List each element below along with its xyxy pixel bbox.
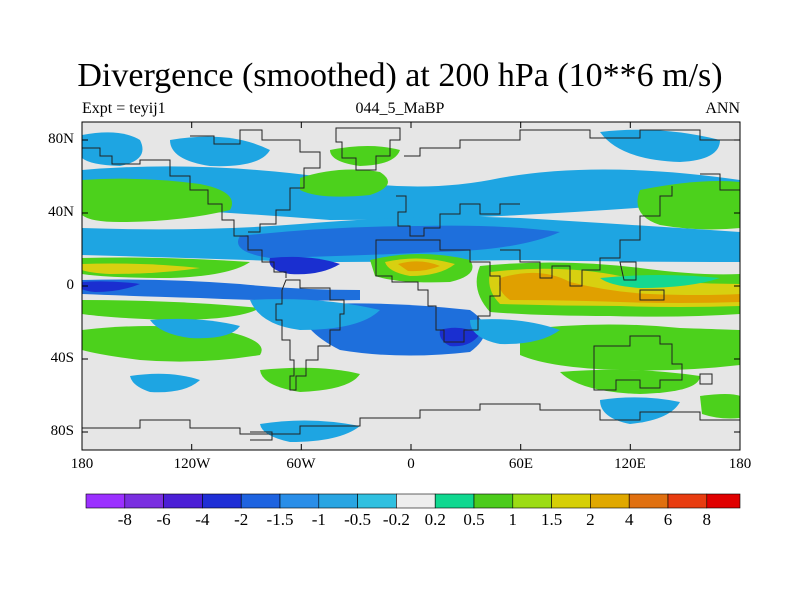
case-label: 044_5_MaBP [355,100,445,117]
colorbar-box [318,493,358,509]
field-blue-antarctic-3 [130,373,200,393]
y-label-40s: 40S [50,350,74,366]
colorbar-label: 0.5 [463,510,485,529]
y-ticks [82,139,740,433]
coast-europe [396,195,520,237]
colorbar-label: 1 [508,510,518,529]
coast-new-zealand [699,373,713,385]
colorbar-box [124,493,164,509]
field-green-south-atlantic [260,367,360,392]
x-ticks [81,122,741,450]
colorbar-box [590,493,630,509]
colorbar-label: 8 [702,510,712,529]
field-green-arctic [330,146,400,166]
experiment-label: Expt = teyij1 [82,100,166,117]
coast-north-america-north [190,129,321,233]
x-label-120w: 120W [173,456,211,472]
colorbar-label: -1.5 [266,510,294,529]
colorbar-box [396,493,436,509]
colorbar-box [706,493,741,509]
colorbar-label: -0.5 [344,510,372,529]
colorbar-label: -6 [156,510,171,529]
colorbar-label: -8 [117,510,132,529]
colorbar-label: 4 [624,510,634,529]
field-orange-africa [398,261,440,272]
coast-eurasia [404,129,740,157]
x-label-180e: 180 [728,456,752,472]
coast-africa [375,239,501,343]
y-label-40n: 40N [48,204,74,220]
coast-southeast-asia [619,261,665,301]
field-green-north-east [637,181,740,230]
season-label: ANN [705,100,740,117]
colorbar-label: -0.2 [382,510,410,529]
colorbar-box [163,493,203,509]
colorbar-label: 2 [586,510,595,529]
field-darkblue-pacific [269,256,340,275]
colorbar-box [202,493,242,509]
field-blue-south-pacific [150,318,240,339]
colorbar-box [628,493,669,509]
colorbar-box [85,493,126,509]
coast-arabia-india [500,186,673,287]
colorbar-box [551,493,591,509]
x-label-60w: 60W [286,456,316,472]
colorbar-box [357,493,397,509]
coast-australia [593,335,683,391]
colorbar-label: 6 [663,510,673,529]
field-darkblue-eq [82,281,140,292]
coast-antarctica-peninsula [250,431,273,441]
coast-alaska [700,173,740,191]
field-blue-eq [82,279,360,301]
coast-greenland [335,127,401,171]
colorbar-box [240,493,281,509]
field-green-south-indian [520,324,740,371]
field-teal-indian [600,275,720,288]
field-yellow-eq-north [82,263,200,274]
coastlines [82,127,740,441]
colorbar [85,493,741,509]
y-label-80n: 80N [48,131,74,147]
field-medblue-midlat [238,225,560,258]
field-green-south-east [560,369,700,394]
y-label-0: 0 [66,277,75,293]
coast-antarctica [82,403,740,435]
x-label-60e: 60E [508,456,534,472]
colorbar-box [512,493,552,509]
colorbar-label: -4 [195,510,210,529]
colorbar-label: -1 [311,510,326,529]
colorbar-label: 0.2 [424,510,446,529]
field-green-north-mid [300,169,388,197]
field-blue-arctic [82,132,143,166]
plot-title: Divergence (smoothed) at 200 hPa (10**6 … [77,57,723,94]
colorbar-label: 1.5 [540,510,563,529]
field-blue-north [82,166,740,220]
coast-south-america [275,279,345,391]
field-green-eq-south [82,300,260,320]
coast-north-america [82,147,287,278]
field-blue-antarctic [600,397,680,424]
field-green-antarctic [700,394,740,419]
y-label-80s: 80S [50,423,74,439]
field-blue-arctic-2 [170,136,270,167]
field-blue-south-indian [470,319,560,345]
x-label-0: 0 [407,456,415,472]
colorbar-label: -2 [234,510,249,529]
x-label-120e: 120E [614,456,646,472]
field-orange-indian [499,272,740,303]
colorbar-box [434,493,475,509]
x-label-180w: 180 [70,456,94,472]
colorbar-box [667,493,708,509]
colorbar-box [279,493,320,509]
colorbar-box [473,493,514,509]
